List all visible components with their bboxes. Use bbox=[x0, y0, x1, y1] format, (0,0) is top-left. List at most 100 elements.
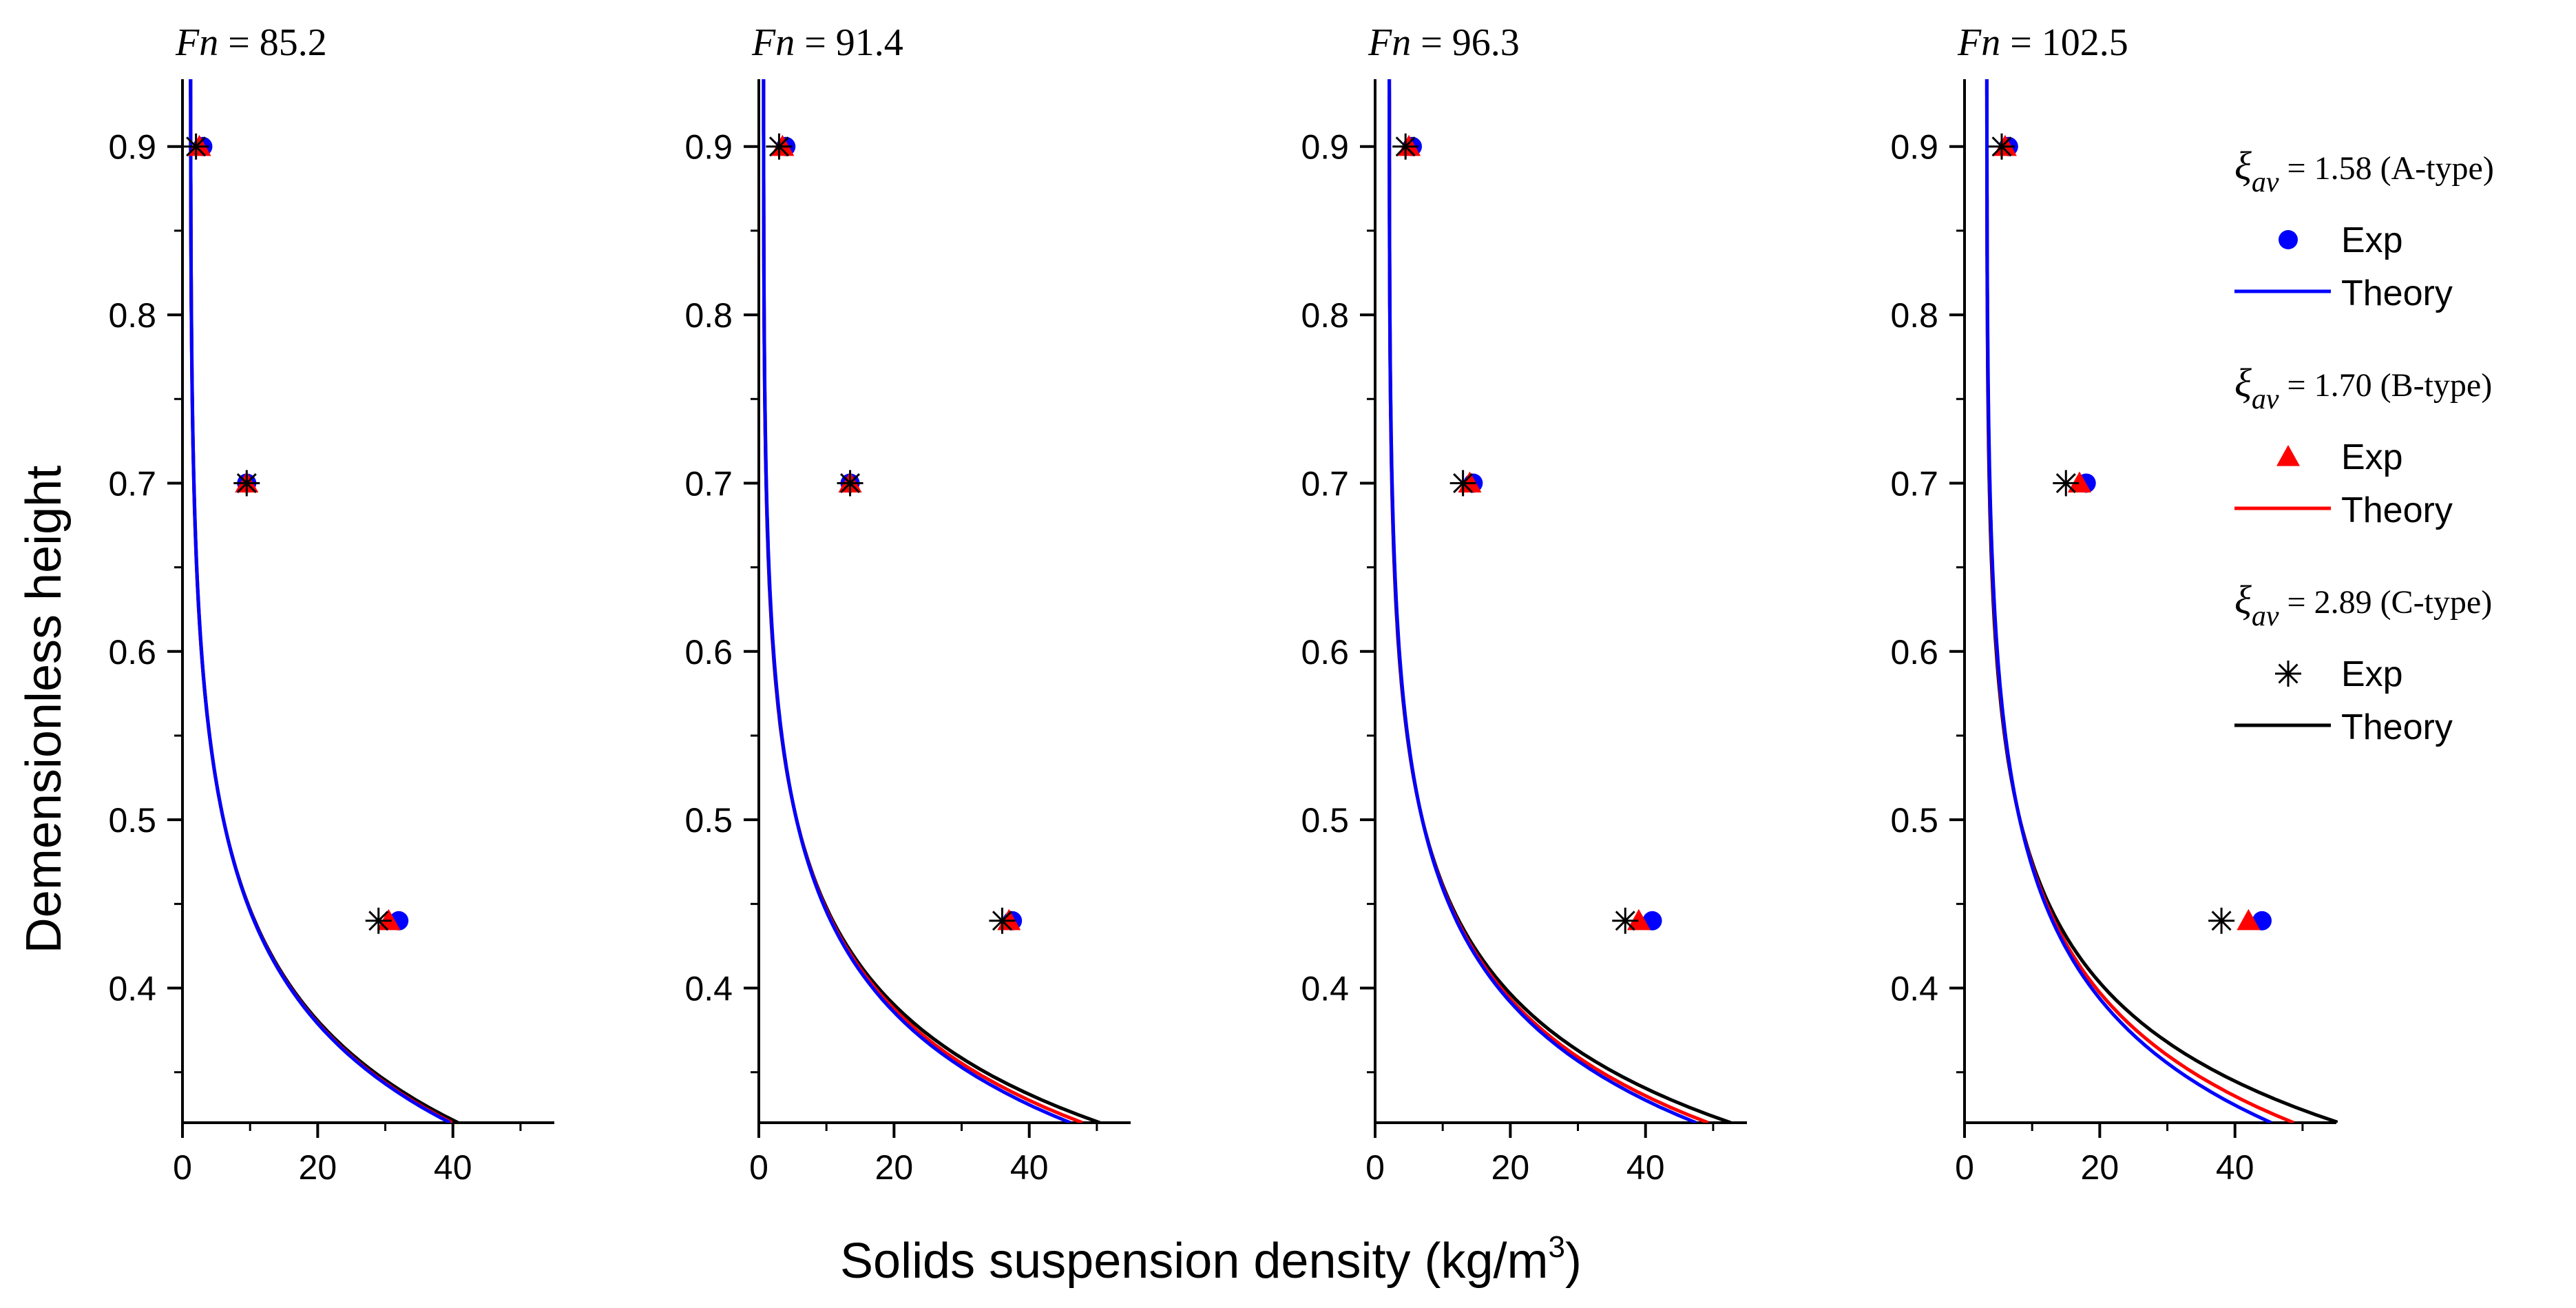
y-tick-label: 0.9 bbox=[1301, 128, 1349, 167]
x-tick-label: 40 bbox=[434, 1148, 472, 1187]
legend-group-1: ξav = 1.58 (A-type) Exp Theory bbox=[2234, 143, 2494, 313]
legend-group-2: ξav = 1.70 (B-type) Exp Theory bbox=[2234, 360, 2492, 530]
panel-title: Fn = 96.3 bbox=[1368, 21, 1520, 64]
legend-theory-label: Theory bbox=[2341, 273, 2453, 313]
y-tick-label: 0.8 bbox=[1890, 296, 1938, 335]
y-axis-title: Demensionless height bbox=[17, 466, 72, 953]
y-tick-label: 0.6 bbox=[684, 633, 733, 672]
exp-point-C-type bbox=[233, 470, 260, 497]
y-tick-label: 0.5 bbox=[108, 801, 156, 840]
legend-value: = 1.70 (B-type) bbox=[2279, 367, 2493, 404]
exp-point-C-type bbox=[1449, 470, 1476, 497]
y-tick-label: 0.9 bbox=[684, 128, 733, 167]
exp-point-C-type bbox=[1612, 907, 1639, 934]
legend-theory-label: Theory bbox=[2341, 707, 2453, 747]
legend-marker bbox=[2279, 230, 2298, 249]
exp-point-C-type-stroke bbox=[368, 911, 389, 931]
theory-line-A-type bbox=[762, 79, 1071, 1123]
x-axis-title-sup: 3 bbox=[1549, 1230, 1565, 1264]
x-tick-label: 40 bbox=[1010, 1148, 1049, 1187]
legend-xi: ξ bbox=[2234, 360, 2252, 405]
y-tick-label: 0.5 bbox=[1301, 801, 1349, 840]
exp-point-C-type-stroke bbox=[2211, 911, 2232, 931]
x-tick-label: 20 bbox=[1491, 1148, 1530, 1187]
x-tick-label: 0 bbox=[1955, 1148, 1974, 1187]
x-axis-title-end: ) bbox=[1565, 1234, 1582, 1289]
legend-value: = 1.58 (A-type) bbox=[2279, 150, 2494, 187]
legend-marker bbox=[2276, 445, 2300, 466]
legend-xi-sub: av bbox=[2252, 601, 2279, 632]
legend-xi: ξ bbox=[2234, 577, 2252, 622]
x-tick-label: 20 bbox=[2081, 1148, 2119, 1187]
exp-point-B-type bbox=[2237, 909, 2261, 931]
x-tick-label: 40 bbox=[2216, 1148, 2254, 1187]
x-tick-label: 0 bbox=[749, 1148, 768, 1187]
legend-xi: ξ bbox=[2234, 143, 2252, 188]
legend-exp-label: Exp bbox=[2341, 220, 2403, 260]
exp-point-C-type bbox=[365, 907, 392, 934]
theory-line-A-type bbox=[1985, 79, 2272, 1123]
panel-title-value: = 96.3 bbox=[1411, 21, 1520, 64]
y-tick-label: 0.9 bbox=[108, 128, 156, 167]
theory-line-C-type bbox=[189, 79, 459, 1123]
exp-point-C-type-stroke bbox=[236, 473, 257, 493]
y-tick-label: 0.6 bbox=[1890, 633, 1938, 672]
x-tick-label: 40 bbox=[1626, 1148, 1665, 1187]
exp-point-C-type-stroke bbox=[1615, 911, 1635, 931]
panel-title: Fn = 102.5 bbox=[1957, 21, 2128, 64]
exp-point-B-type bbox=[2067, 471, 2091, 493]
legend-marker-stroke bbox=[2278, 663, 2298, 684]
exp-point-B-type bbox=[1626, 909, 1651, 931]
panel-title-var: Fn bbox=[1957, 21, 2000, 64]
theory-line-A-type bbox=[1388, 79, 1697, 1123]
panel-title-var: Fn bbox=[175, 21, 218, 64]
exp-point-C-type bbox=[182, 133, 209, 160]
panel-title-value: = 91.4 bbox=[795, 21, 903, 64]
x-tick-label: 20 bbox=[875, 1148, 914, 1187]
legend-exp-label: Exp bbox=[2341, 437, 2403, 477]
exp-point-C-type-stroke bbox=[2055, 473, 2076, 493]
y-tick-label: 0.8 bbox=[1301, 296, 1349, 335]
exp-point-C-type bbox=[2053, 470, 2080, 497]
legend-heading: ξav = 1.70 (B-type) bbox=[2234, 360, 2492, 415]
exp-point-C-type bbox=[837, 470, 863, 497]
x-axis-title: Solids suspension density (kg/m3) bbox=[840, 1230, 1582, 1289]
y-tick-label: 0.6 bbox=[108, 633, 156, 672]
panel-title-value: = 85.2 bbox=[218, 21, 327, 64]
legend-value: = 2.89 (C-type) bbox=[2279, 584, 2493, 621]
legend-marker bbox=[2275, 661, 2301, 687]
exp-point-C-type bbox=[2208, 907, 2235, 934]
y-tick-label: 0.7 bbox=[108, 464, 156, 503]
legend-theory-label: Theory bbox=[2341, 490, 2453, 530]
legend-heading: ξav = 2.89 (C-type) bbox=[2234, 577, 2492, 632]
panel-4: 0.4 0.5 0.6 0.7 0.8 0.9 0 20 40 Fn = 102.5 bbox=[1890, 21, 2338, 1187]
x-tick-label: 0 bbox=[173, 1148, 192, 1187]
exp-point-C-type-stroke bbox=[840, 473, 861, 493]
panel-1: 0.4 0.5 0.6 0.7 0.8 0.9 0 20 40 Fn = 85.2 bbox=[108, 21, 554, 1187]
panel-title: Fn = 91.4 bbox=[751, 21, 903, 64]
panel-title-value: = 102.5 bbox=[2000, 21, 2128, 64]
legend-xi-sub: av bbox=[2252, 384, 2279, 415]
exp-point-C-type bbox=[1392, 133, 1419, 160]
y-tick-label: 0.5 bbox=[1890, 801, 1938, 840]
y-tick-label: 0.8 bbox=[108, 296, 156, 335]
y-tick-label: 0.4 bbox=[684, 970, 733, 1008]
panel-title: Fn = 85.2 bbox=[175, 21, 327, 64]
exp-point-C-type bbox=[1989, 133, 2015, 160]
theory-line-B-type bbox=[1388, 79, 1709, 1123]
theory-line-C-type bbox=[1388, 79, 1732, 1123]
theory-line-B-type bbox=[189, 79, 453, 1123]
y-tick-label: 0.4 bbox=[1301, 970, 1349, 1008]
y-tick-label: 0.4 bbox=[1890, 970, 1938, 1008]
exp-point-C-type-stroke bbox=[186, 136, 207, 157]
y-tick-label: 0.6 bbox=[1301, 633, 1349, 672]
y-tick-label: 0.5 bbox=[684, 801, 733, 840]
legend-xi-sub: av bbox=[2252, 167, 2279, 198]
y-tick-label: 0.8 bbox=[684, 296, 733, 335]
y-tick-label: 0.7 bbox=[684, 464, 733, 503]
legend-heading: ξav = 1.58 (A-type) bbox=[2234, 143, 2494, 198]
panel-2: 0.4 0.5 0.6 0.7 0.8 0.9 0 20 40 Fn = 91.4 bbox=[684, 21, 1131, 1187]
